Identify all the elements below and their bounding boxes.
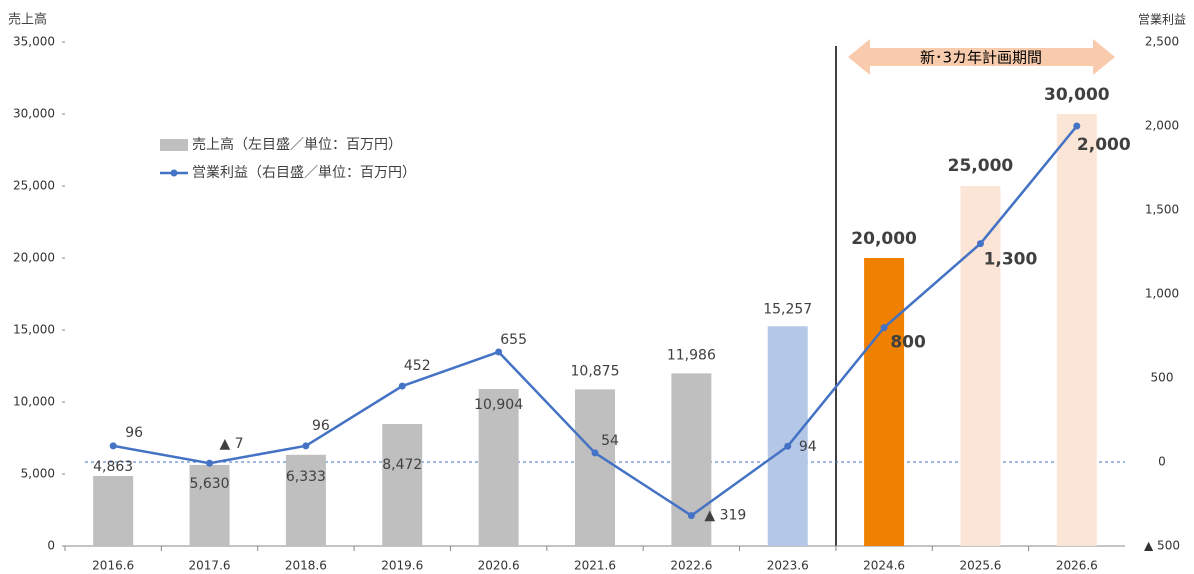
x-tick-label: 2022.6 xyxy=(670,559,712,573)
bar-label: 20,000 xyxy=(851,229,917,249)
x-tick-label: 2026.6 xyxy=(1056,559,1098,573)
y-tick-label: 5,000 xyxy=(21,467,55,481)
x-tick-label: 2020.6 xyxy=(478,559,520,573)
bar-label: 5,630 xyxy=(189,476,229,492)
bar-label: 4,863 xyxy=(93,459,133,475)
y2-tick-label: 2,500 xyxy=(1145,35,1179,49)
line-label: ▲ 7 xyxy=(219,436,243,452)
bar-label: 11,986 xyxy=(667,347,716,363)
x-tick-label: 2018.6 xyxy=(285,559,327,573)
x-tick-label: 2025.6 xyxy=(959,559,1001,573)
line-label: 655 xyxy=(500,332,527,348)
period-arrow xyxy=(848,39,1115,75)
bar xyxy=(767,326,808,546)
y-tick-label: 25,000 xyxy=(13,179,55,193)
line-point xyxy=(784,442,792,450)
line-point xyxy=(302,442,310,450)
y-axis-title: 売上高 xyxy=(8,12,47,28)
line-label: 94 xyxy=(799,439,817,455)
annotation: 新･3カ年計画期間 xyxy=(920,49,1042,67)
legend-swatch xyxy=(170,169,178,177)
bar-label: 25,000 xyxy=(948,156,1014,176)
line-point xyxy=(880,324,888,332)
bar xyxy=(864,258,905,546)
bar-label: 8,472 xyxy=(382,457,422,473)
line-label: 54 xyxy=(601,433,619,449)
bar xyxy=(575,389,615,546)
line-label: 1,300 xyxy=(984,250,1038,270)
y2-tick-label: ▲ 500 xyxy=(1144,539,1180,553)
legend-label: 売上高（左目盛／単位：百万円） xyxy=(192,136,402,153)
bar-label: 10,904 xyxy=(474,397,523,413)
bar xyxy=(189,464,230,546)
y-tick-label: 15,000 xyxy=(13,323,55,337)
bar-label: 30,000 xyxy=(1044,85,1110,105)
y2-tick-label: 500 xyxy=(1151,371,1174,385)
y-tick-label: 10,000 xyxy=(13,395,55,409)
line-label: 96 xyxy=(312,418,330,434)
y-tick-label: 35,000 xyxy=(13,35,55,49)
x-tick-label: 2019.6 xyxy=(381,559,423,573)
bar xyxy=(960,186,1001,546)
bar xyxy=(478,388,519,546)
x-tick-label: 2016.6 xyxy=(92,559,134,573)
legend-swatch xyxy=(160,139,188,151)
line-label: 2,000 xyxy=(1077,135,1131,155)
y-tick-label: 0 xyxy=(47,539,55,553)
line-point xyxy=(687,512,695,520)
x-tick-label: 2024.6 xyxy=(863,559,905,573)
bar xyxy=(285,454,326,546)
line-point xyxy=(398,382,406,390)
y-tick-label: 20,000 xyxy=(13,251,55,265)
line-label: ▲ 319 xyxy=(704,508,746,524)
bar xyxy=(1056,114,1097,546)
x-tick-label: 2023.6 xyxy=(767,559,809,573)
bar-label: 10,875 xyxy=(571,363,620,379)
line-label: 452 xyxy=(404,358,431,374)
y2-axis-title: 営業利益 xyxy=(1138,13,1186,27)
y2-tick-label: 0 xyxy=(1158,455,1166,469)
bar xyxy=(382,424,423,546)
y2-tick-label: 1,500 xyxy=(1145,203,1179,217)
x-tick-label: 2017.6 xyxy=(189,559,231,573)
legend-label: 営業利益（右目盛／単位：百万円） xyxy=(192,165,416,181)
bar-label: 6,333 xyxy=(286,469,326,485)
y-tick-label: 30,000 xyxy=(13,107,55,121)
line-point xyxy=(976,240,984,248)
line-point xyxy=(1073,122,1081,130)
line-label: 96 xyxy=(125,425,143,441)
line-label: 800 xyxy=(890,333,926,353)
line-point xyxy=(109,442,117,450)
line-point xyxy=(206,459,214,467)
line-point xyxy=(495,348,503,356)
x-tick-label: 2021.6 xyxy=(574,559,616,573)
y2-tick-label: 1,000 xyxy=(1145,287,1179,301)
y2-tick-label: 2,000 xyxy=(1145,119,1179,133)
line-point xyxy=(591,449,599,457)
bar-label: 15,257 xyxy=(763,301,812,317)
bar xyxy=(93,475,134,546)
